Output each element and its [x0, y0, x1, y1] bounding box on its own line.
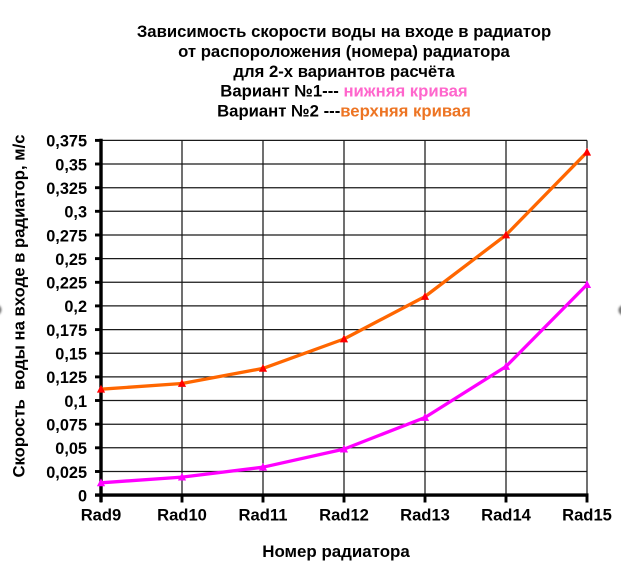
svg-text:0,25: 0,25	[55, 251, 87, 269]
svg-text:Вариант №1--- нижняя кривая: Вариант №1--- нижняя кривая	[220, 82, 467, 101]
svg-text:0,025: 0,025	[46, 464, 87, 482]
svg-text:Rad10: Rad10	[157, 506, 207, 525]
svg-text:0,15: 0,15	[55, 346, 87, 364]
svg-text:Rad11: Rad11	[239, 506, 288, 525]
svg-text:0,125: 0,125	[46, 369, 87, 387]
svg-text:0,175: 0,175	[46, 322, 87, 340]
svg-text:0,275: 0,275	[46, 227, 87, 245]
svg-text:0,375: 0,375	[46, 133, 87, 151]
svg-text:0,325: 0,325	[46, 180, 87, 198]
svg-text:0,3: 0,3	[64, 204, 87, 222]
svg-text:Rad13: Rad13	[400, 506, 450, 525]
svg-text:Rad14: Rad14	[481, 506, 532, 525]
svg-text:Вариант №2 ---верхняя кривая: Вариант №2 ---верхняя кривая	[217, 102, 471, 121]
svg-text:0,05: 0,05	[55, 440, 87, 458]
svg-text:Rad9: Rad9	[81, 506, 122, 525]
svg-text:Скорость воды на входе в ради: Скорость воды на входе в радиатор, м/с	[10, 135, 29, 478]
svg-text:0,1: 0,1	[64, 393, 87, 411]
svg-text:Зависимость скорости воды на в: Зависимость скорости воды на входе в рад…	[137, 22, 551, 41]
svg-text:от распороложения (номера) рад: от распороложения (номера) радиатора	[178, 42, 510, 61]
svg-text:Rad15: Rad15	[562, 506, 612, 525]
svg-text:0,2: 0,2	[64, 298, 87, 316]
svg-text:для 2-х вариантов расчёта: для 2-х вариантов расчёта	[233, 62, 455, 81]
svg-text:0,35: 0,35	[55, 156, 87, 174]
svg-text:0,225: 0,225	[46, 275, 87, 293]
svg-text:Номер радиатора: Номер радиатора	[262, 542, 410, 561]
svg-text:Rad12: Rad12	[319, 506, 369, 525]
svg-text:0: 0	[78, 487, 87, 505]
svg-text:0,075: 0,075	[46, 417, 87, 435]
